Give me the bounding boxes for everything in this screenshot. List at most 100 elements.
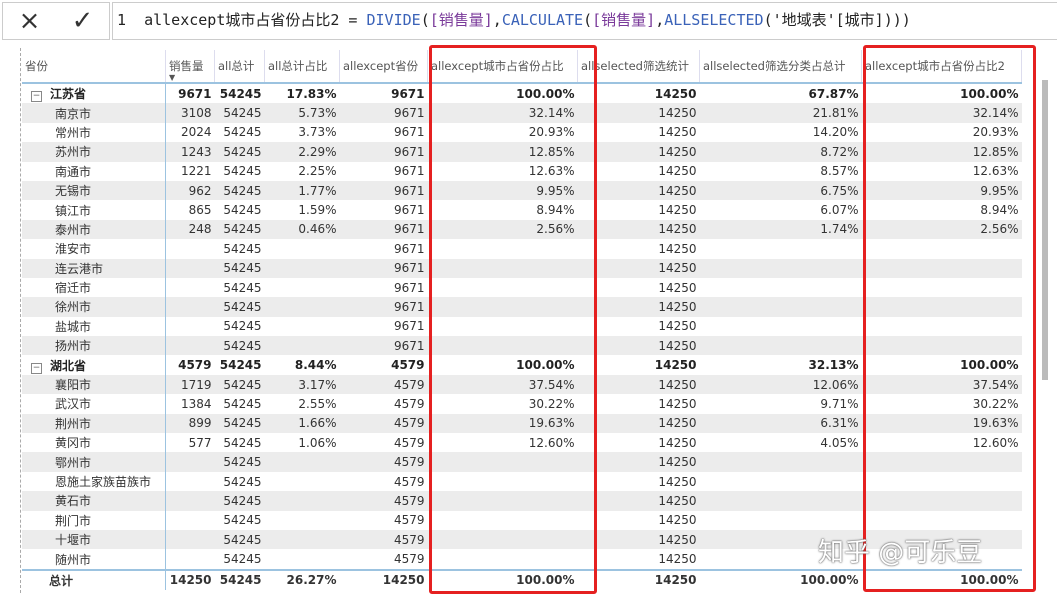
column-header[interactable]: allexcept城市占省份占比2: [861, 50, 1022, 84]
row-label-text: 江苏省: [50, 87, 87, 102]
cell-3: [264, 529, 340, 550]
cell-6: 14250: [577, 297, 700, 317]
row-label-text: 恩施土家族苗族市: [55, 475, 152, 489]
cell-5: 100.00%: [427, 568, 578, 591]
table-row: 黄石市 54245 4579 14250: [22, 491, 1022, 511]
column-header[interactable]: allselected筛选分类占总计: [699, 50, 862, 84]
row-label-text: 总计: [49, 573, 74, 588]
cell-6: 14250: [577, 491, 700, 511]
cell-1: [166, 549, 215, 569]
row-label-text: 南京市: [55, 106, 92, 121]
cell-8: [862, 472, 1022, 491]
confirm-icon[interactable]: ✓: [71, 6, 94, 36]
row-label-text: 荆门市: [55, 513, 92, 528]
cell-8: 19.63%: [861, 413, 1022, 434]
row-label-text: 常州市: [55, 125, 92, 140]
cell-7: 32.13%: [808, 358, 859, 373]
cell-2: 54245: [223, 552, 262, 567]
cell-2: 54245: [214, 258, 265, 278]
cell-1: [165, 529, 215, 550]
cell-1: [165, 452, 215, 472]
cell-5: 32.14%: [427, 103, 578, 123]
cell-7: [699, 258, 862, 278]
cell-4: 9671: [339, 336, 428, 356]
cell-7: [699, 452, 862, 472]
row-label: 扬州市: [22, 336, 166, 356]
cell-8: 9.95%: [861, 180, 1022, 201]
column-header-label: 销售量: [169, 59, 204, 73]
cell-8: 12.60%: [972, 435, 1019, 450]
cell-5: 12.85%: [427, 142, 578, 162]
formula-buttons: × ✓: [2, 2, 110, 40]
cell-6: 14250: [654, 86, 697, 101]
row-label: 荆州市: [22, 413, 166, 434]
table-row: 随州市 54245 4579 14250: [22, 549, 1022, 570]
matrix-table: 省份 销售量 ▼ all总计 all总计占比 allexcept省份 allexcept城市…: [22, 50, 1022, 591]
cell-4: 4579: [391, 358, 425, 373]
formula-input[interactable]: 1 allexcept城市占省份占比2 = DIVIDE([销售量],CALCU…: [112, 2, 1057, 40]
collapse-icon[interactable]: −: [31, 91, 42, 103]
cell-1: 962: [165, 180, 215, 201]
cell-2: 54245: [223, 241, 262, 256]
table-row: 常州市 2024 54245 3.73% 9671 20.93% 14250 14.20% 20…: [22, 122, 1022, 143]
cell-1: [166, 278, 215, 297]
row-label: − 江苏省: [22, 83, 166, 104]
cell-2: 54245: [214, 374, 265, 395]
cell-2: 54245: [214, 219, 265, 240]
cell-2: 54245: [214, 103, 265, 123]
cancel-icon[interactable]: ×: [18, 6, 41, 36]
column-header[interactable]: all总计: [214, 50, 265, 84]
cell-7: [699, 297, 862, 317]
cell-3: 2.55%: [298, 396, 337, 411]
row-label: 总计: [22, 568, 166, 591]
cell-5: [427, 297, 578, 317]
column-header[interactable]: allexcept省份: [339, 50, 428, 84]
fn-allselected: ALLSELECTED: [664, 11, 764, 29]
table-row: 泰州市 248 54245 0.46% 9671 2.56% 14250 1.74% 2.56%: [22, 219, 1022, 240]
row-label: 荆门市: [22, 510, 166, 530]
row-label-text: 盐城市: [55, 319, 92, 334]
scrollbar[interactable]: [1042, 80, 1048, 380]
cell-5: [428, 472, 578, 491]
column-header[interactable]: all总计占比: [264, 50, 340, 84]
cell-4: 4579: [339, 374, 428, 395]
row-label-text: 黄冈市: [55, 436, 92, 451]
cell-2: 54245: [223, 203, 262, 218]
cell-6: 14250: [658, 125, 697, 140]
column-header[interactable]: 省份: [22, 50, 166, 84]
column-header[interactable]: allselected筛选统计: [577, 50, 700, 84]
cell-6: 14250: [577, 142, 700, 162]
table-row: 连云港市 54245 9671 14250: [22, 258, 1022, 278]
cell-3: [264, 258, 340, 278]
cell-8: 30.22%: [972, 396, 1019, 411]
table-row: 南通市 1221 54245 2.25% 9671 12.63% 14250 8.57% 12.…: [22, 161, 1022, 181]
cell-7: 6.75%: [699, 180, 862, 201]
cell-7: 6.07%: [820, 203, 859, 218]
cell-8: [861, 258, 1022, 278]
column-header[interactable]: 销售量 ▼: [165, 50, 215, 84]
sort-icon[interactable]: ▼: [169, 73, 176, 82]
cell-6: 14250: [658, 164, 697, 179]
cell-3: [264, 297, 340, 317]
cell-7: 6.31%: [699, 413, 862, 434]
column-header-label: 省份: [25, 59, 48, 73]
row-label: 十堰市: [22, 529, 166, 550]
cell-1: 3108: [165, 103, 215, 123]
cell-5: [427, 336, 578, 356]
cell-3: [265, 472, 340, 491]
column-header-label: allselected筛选分类占总计: [703, 59, 846, 73]
row-label: 盐城市: [22, 316, 166, 337]
column-header[interactable]: allexcept城市占省份占比: [427, 50, 578, 84]
cell-6: 14250: [658, 396, 697, 411]
cell-4: 9671: [339, 103, 428, 123]
collapse-icon[interactable]: −: [31, 362, 42, 374]
table-row: 武汉市 1384 54245 2.55% 4579 30.22% 14250 9.71% 30.…: [22, 394, 1022, 414]
comma: ,: [492, 11, 502, 29]
cell-6: 14250: [577, 374, 700, 395]
cell-2: 54245: [214, 336, 265, 356]
cell-2: 54245: [219, 358, 262, 373]
cell-5: [428, 549, 578, 569]
row-label: 常州市: [22, 122, 166, 143]
cell-3: [264, 452, 340, 472]
cell-1: 2024: [180, 125, 212, 140]
